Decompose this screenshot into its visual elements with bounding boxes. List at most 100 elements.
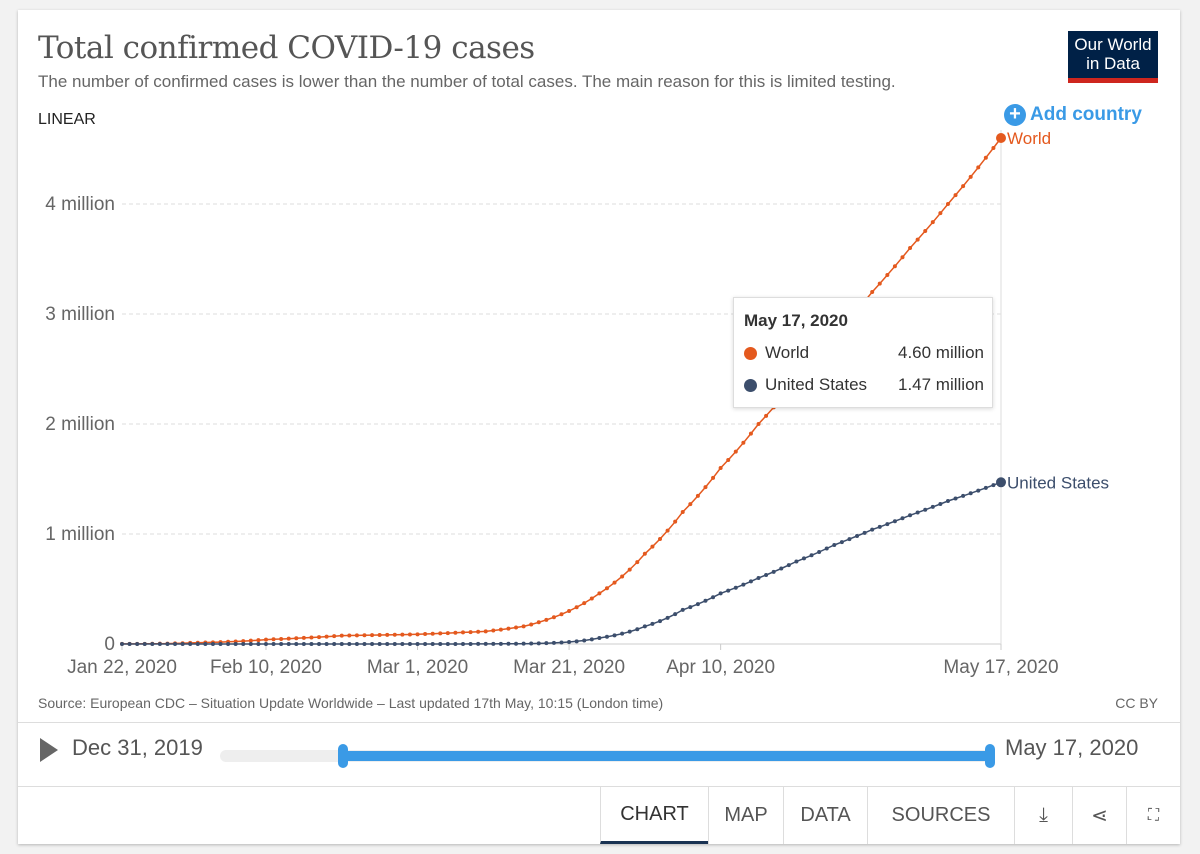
data-point-united-states bbox=[544, 641, 549, 646]
timeline-end-label: May 17, 2020 bbox=[1005, 735, 1139, 760]
data-point-united-states bbox=[203, 641, 208, 646]
data-point-world bbox=[695, 493, 700, 498]
data-point-united-states bbox=[521, 641, 526, 646]
data-point-united-states bbox=[665, 615, 670, 620]
data-point-united-states bbox=[703, 598, 708, 603]
data-point-united-states bbox=[506, 641, 511, 646]
y-tick-label: 0 bbox=[104, 634, 115, 655]
data-point-united-states bbox=[680, 607, 685, 612]
data-point-united-states bbox=[938, 501, 943, 506]
license[interactable]: CC BY bbox=[1115, 695, 1158, 711]
data-point-world bbox=[407, 632, 412, 637]
data-point-world bbox=[612, 580, 617, 585]
data-point-world bbox=[400, 632, 405, 637]
play-icon[interactable] bbox=[40, 738, 58, 762]
data-point-world bbox=[915, 237, 920, 242]
data-point-world bbox=[514, 625, 519, 630]
data-point-world bbox=[483, 629, 488, 634]
x-tick-label: Jan 22, 2020 bbox=[67, 657, 177, 678]
data-point-united-states bbox=[415, 641, 420, 646]
data-point-world bbox=[923, 228, 928, 233]
data-point-united-states bbox=[877, 524, 882, 529]
tooltip-date: May 17, 2020 bbox=[744, 311, 848, 330]
data-point-world bbox=[529, 622, 534, 627]
data-point-united-states bbox=[551, 640, 556, 645]
data-point-united-states bbox=[885, 522, 890, 527]
download-icon[interactable]: ⤓ bbox=[1014, 787, 1072, 844]
data-point-united-states bbox=[150, 641, 155, 646]
data-point-united-states bbox=[779, 566, 784, 571]
data-point-united-states bbox=[711, 595, 716, 600]
tab-map[interactable]: MAP bbox=[708, 787, 783, 844]
data-point-united-states bbox=[817, 549, 822, 554]
data-point-world bbox=[733, 449, 738, 454]
owid-logo[interactable]: Our World in Data bbox=[1068, 31, 1158, 83]
data-point-world bbox=[415, 632, 420, 637]
tab-data[interactable]: DATA bbox=[783, 787, 867, 844]
data-point-united-states bbox=[658, 619, 663, 624]
data-point-united-states bbox=[301, 641, 306, 646]
data-point-united-states bbox=[991, 483, 996, 488]
timeline-end-handle[interactable] bbox=[985, 744, 995, 768]
divider bbox=[18, 786, 1180, 787]
data-point-world bbox=[892, 264, 897, 269]
data-point-world bbox=[248, 638, 253, 643]
chart-card: Total confirmed COVID-19 cases The numbe… bbox=[18, 10, 1180, 844]
tooltip-value: 4.60 million bbox=[898, 343, 984, 362]
data-point-world bbox=[627, 567, 632, 572]
data-point-united-states bbox=[453, 641, 458, 646]
data-point-world bbox=[908, 246, 913, 250]
data-point-world bbox=[423, 632, 428, 637]
data-point-world bbox=[748, 431, 753, 436]
data-point-united-states bbox=[983, 485, 988, 490]
data-point-world bbox=[983, 155, 988, 160]
data-point-united-states bbox=[642, 624, 647, 629]
data-point-united-states bbox=[809, 553, 814, 558]
data-point-united-states bbox=[756, 576, 761, 580]
tab-sources[interactable]: SOURCES bbox=[867, 787, 1014, 844]
data-point-united-states bbox=[423, 641, 428, 646]
add-country-label: Add country bbox=[1030, 104, 1142, 125]
data-point-world bbox=[938, 211, 943, 216]
series-label-world: World bbox=[1007, 129, 1051, 148]
data-point-united-states bbox=[468, 641, 473, 646]
data-point-united-states bbox=[824, 546, 829, 551]
data-point-united-states bbox=[559, 640, 564, 645]
scale-toggle[interactable]: LINEAR bbox=[38, 111, 96, 128]
data-point-united-states bbox=[741, 582, 746, 587]
data-point-world bbox=[900, 255, 905, 260]
data-point-united-states bbox=[589, 637, 594, 642]
data-point-world bbox=[991, 146, 996, 151]
data-point-united-states bbox=[832, 543, 837, 547]
tab-bar: CHART MAP DATA SOURCES ⤓ ⋖ ⛶ bbox=[600, 787, 1180, 844]
data-point-united-states bbox=[142, 641, 147, 646]
add-country-button[interactable]: + Add country bbox=[1004, 104, 1142, 126]
data-point-united-states bbox=[930, 504, 935, 509]
data-point-world bbox=[279, 636, 284, 641]
data-point-united-states bbox=[445, 641, 450, 646]
x-tick-label: Feb 10, 2020 bbox=[210, 657, 322, 678]
data-point-united-states bbox=[491, 641, 496, 646]
data-point-world bbox=[741, 440, 746, 445]
data-point-world bbox=[476, 629, 481, 634]
source-note[interactable]: Source: European CDC – Situation Update … bbox=[38, 695, 664, 711]
data-point-world bbox=[263, 637, 268, 642]
data-point-world bbox=[961, 184, 966, 189]
tab-chart[interactable]: CHART bbox=[600, 787, 708, 844]
fullscreen-icon[interactable]: ⛶ bbox=[1126, 787, 1180, 844]
data-point-world bbox=[635, 560, 640, 565]
data-point-world bbox=[392, 632, 397, 637]
share-icon[interactable]: ⋖ bbox=[1072, 787, 1126, 844]
chart-title: Total confirmed COVID-19 cases bbox=[38, 30, 535, 66]
data-point-world bbox=[620, 574, 625, 579]
data-point-world bbox=[453, 630, 458, 635]
x-tick-label: Apr 10, 2020 bbox=[666, 657, 775, 678]
timeline-start-handle[interactable] bbox=[338, 744, 349, 768]
data-point-world bbox=[256, 638, 261, 643]
timeline-range[interactable] bbox=[343, 751, 990, 761]
data-point-world bbox=[877, 281, 882, 286]
data-point-united-states bbox=[271, 641, 276, 646]
plus-icon: + bbox=[1004, 104, 1026, 126]
world-dot-icon bbox=[744, 346, 757, 360]
data-point-united-states bbox=[536, 641, 541, 646]
